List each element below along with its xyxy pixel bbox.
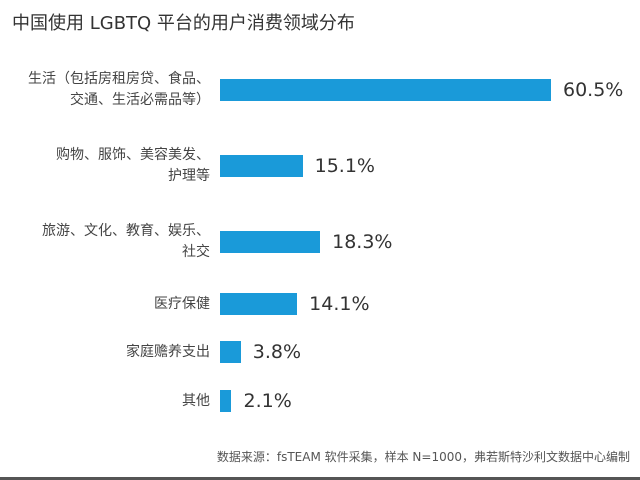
value-label: 2.1% [243,390,292,412]
category-label-line: 旅游、文化、教育、娱乐、 [42,223,210,239]
category-label-line: 交通、生活必需品等） [70,92,210,108]
bar [220,341,241,363]
bottom-rule [0,477,640,480]
category-label-line: 家庭赡养支出 [126,343,210,360]
value-label: 60.5% [563,79,624,101]
chart-title: 中国使用 LGBTQ 平台的用户消费领域分布 [12,13,355,34]
bar [220,293,298,315]
bar [220,79,551,101]
value-label: 15.1% [314,155,375,177]
category-label-line: 其他 [182,392,210,409]
value-label: 3.8% [252,341,302,363]
category-label-line: 医疗保健 [154,295,210,312]
category-label-line: 购物、服饰、美容美发、 [56,147,210,163]
value-label: 18.3% [332,231,393,253]
bar [220,155,303,177]
category-label-line: 生活（包括房租房贷、食品、 [28,71,210,87]
category-label-line: 社交 [182,244,210,260]
value-label: 14.1% [309,293,370,315]
category-label-line: 护理等 [168,168,210,184]
source-note: 数据来源：fsTEAM 软件采集，样本 N=1000，弗若斯特沙利文数据中心编制 [216,450,630,464]
category-label: 旅游、文化、教育、娱乐、社交 [42,221,210,263]
category-label: 生活（包括房租房贷、食品、交通、生活必需品等） [28,69,210,111]
category-label: 家庭赡养支出 [126,342,210,363]
category-label: 医疗保健 [154,294,210,315]
bar [220,231,321,253]
category-label: 购物、服饰、美容美发、护理等 [56,145,210,187]
category-label: 其他 [182,391,210,412]
bar [220,390,232,412]
